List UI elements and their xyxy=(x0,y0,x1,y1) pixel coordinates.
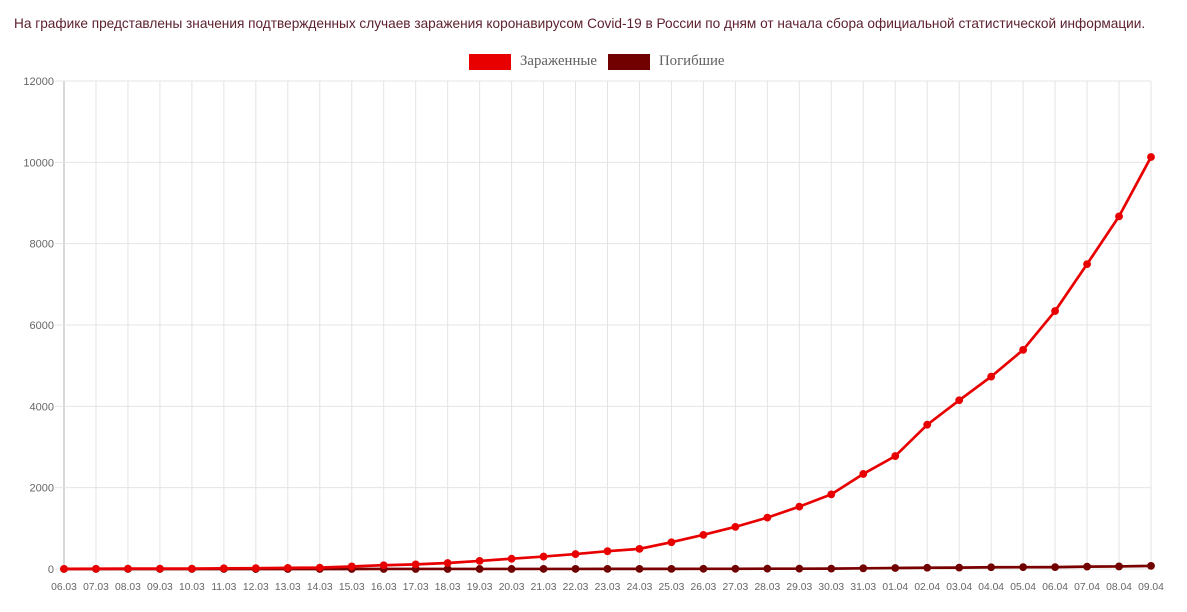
svg-text:10000: 10000 xyxy=(23,157,54,169)
svg-text:01.04: 01.04 xyxy=(882,582,908,593)
svg-text:25.03: 25.03 xyxy=(659,582,685,593)
svg-text:28.03: 28.03 xyxy=(754,582,780,593)
svg-text:06.03: 06.03 xyxy=(51,582,77,593)
svg-text:30.03: 30.03 xyxy=(818,582,844,593)
svg-text:12.03: 12.03 xyxy=(243,582,269,593)
svg-text:12000: 12000 xyxy=(23,76,54,88)
svg-text:10.03: 10.03 xyxy=(179,582,205,593)
svg-text:27.03: 27.03 xyxy=(722,582,748,593)
svg-text:6000: 6000 xyxy=(30,320,54,332)
svg-text:29.03: 29.03 xyxy=(786,582,812,593)
svg-text:4000: 4000 xyxy=(30,401,54,413)
svg-text:04.04: 04.04 xyxy=(978,582,1004,593)
svg-text:2000: 2000 xyxy=(30,483,54,495)
svg-text:09.04: 09.04 xyxy=(1138,582,1164,593)
svg-text:18.03: 18.03 xyxy=(435,582,461,593)
svg-text:08.03: 08.03 xyxy=(115,582,141,593)
svg-text:05.04: 05.04 xyxy=(1010,582,1036,593)
svg-text:8000: 8000 xyxy=(30,239,54,251)
svg-text:26.03: 26.03 xyxy=(691,582,717,593)
svg-text:16.03: 16.03 xyxy=(371,582,397,593)
svg-text:0: 0 xyxy=(48,564,54,576)
svg-text:07.04: 07.04 xyxy=(1074,582,1100,593)
svg-text:19.03: 19.03 xyxy=(467,582,493,593)
svg-text:08.04: 08.04 xyxy=(1106,582,1132,593)
svg-text:21.03: 21.03 xyxy=(531,582,557,593)
svg-text:03.04: 03.04 xyxy=(946,582,972,593)
svg-text:06.04: 06.04 xyxy=(1042,582,1068,593)
svg-text:13.03: 13.03 xyxy=(275,582,301,593)
svg-text:23.03: 23.03 xyxy=(595,582,621,593)
svg-text:31.03: 31.03 xyxy=(850,582,876,593)
svg-text:20.03: 20.03 xyxy=(499,582,525,593)
svg-text:14.03: 14.03 xyxy=(307,582,333,593)
svg-text:07.03: 07.03 xyxy=(83,582,109,593)
svg-text:02.04: 02.04 xyxy=(914,582,940,593)
svg-text:22.03: 22.03 xyxy=(563,582,589,593)
svg-text:15.03: 15.03 xyxy=(339,582,365,593)
svg-text:17.03: 17.03 xyxy=(403,582,429,593)
svg-text:11.03: 11.03 xyxy=(211,582,236,593)
svg-text:09.03: 09.03 xyxy=(147,582,173,593)
svg-text:24.03: 24.03 xyxy=(627,582,653,593)
